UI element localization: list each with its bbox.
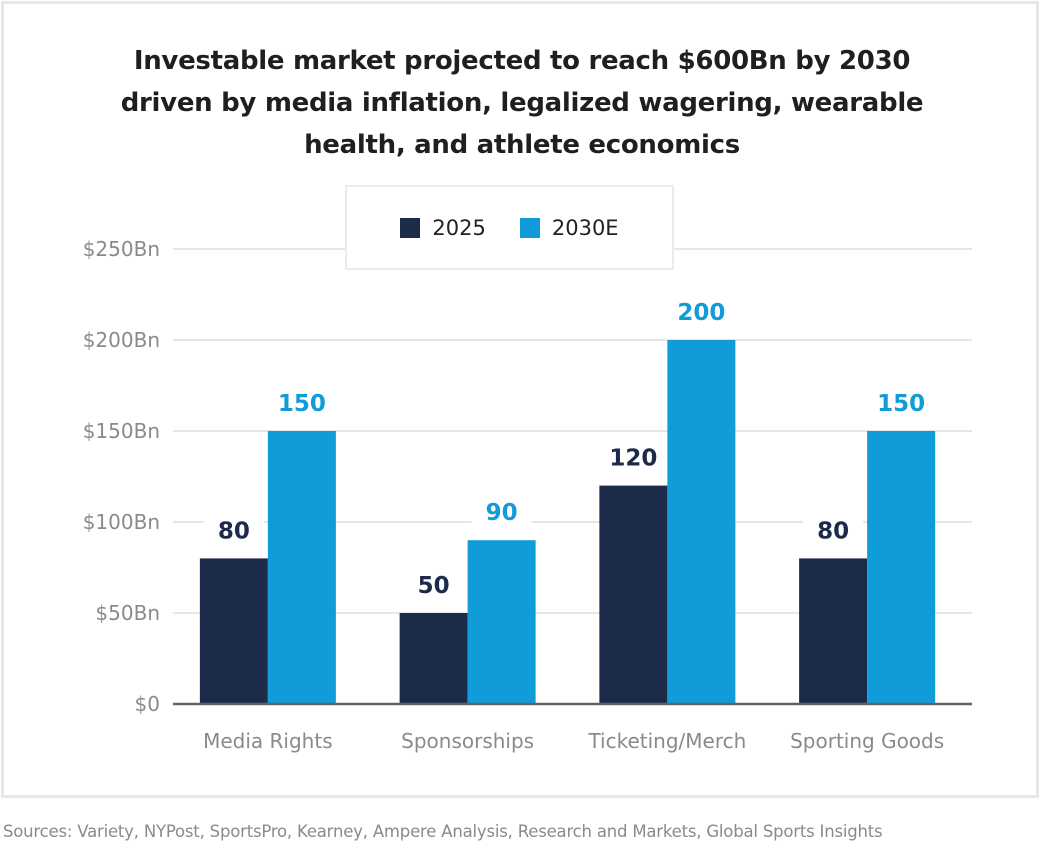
data-label-bg [403,571,464,601]
data-label-bg [203,516,264,547]
data-label-bg [603,443,664,474]
y-tick-label: $150Bn [83,419,160,443]
x-tick-label: Sporting Goods [790,729,944,753]
data-label: 200 [677,300,725,326]
bar-2030e-1 [467,540,536,704]
bar-2025-3 [799,558,868,704]
y-tick-label: $0 [135,692,160,716]
y-tick-label: $250Bn [83,237,160,261]
legend-item-2030e: 2030E [519,215,619,240]
data-label-bg [871,389,932,419]
sources-footnote: Sources: Variety, NYPost, SportsPro, Kea… [3,822,883,841]
data-label-bg [471,498,532,529]
bar-2025-2 [599,485,668,704]
bar-2030e-2 [667,340,736,704]
data-label: 80 [817,518,849,544]
chart-title-line-2: driven by media inflation, legalized wag… [120,88,924,118]
data-label: 150 [877,391,925,417]
bar-2030e-0 [267,431,336,704]
x-tick-label: Media Rights [203,729,333,753]
data-label: 50 [418,573,450,599]
data-label-bg [803,516,864,547]
legend-item-2025: 2025 [400,215,486,240]
data-label: 150 [278,391,326,417]
chart-title-line-3: health, and athlete economics [304,130,740,160]
y-tick-label: $100Bn [83,510,160,534]
data-label-bg [671,298,732,328]
data-label: 120 [609,446,657,472]
data-label-bg [271,389,332,419]
bar-2030e-3 [867,431,936,704]
chart-title: Investable market projected to reach $60… [0,40,1044,166]
y-tick-label: $200Bn [83,328,160,352]
legend-label-2030e: 2030E [551,215,619,240]
x-tick-label: Ticketing/Merch [587,729,746,753]
legend-swatch-2025 [400,217,421,238]
legend-swatch-2030e [519,217,540,238]
bar-2025-1 [399,613,468,704]
chart-title-line-1: Investable market projected to reach $60… [133,46,911,76]
bar-2025-0 [199,558,268,704]
data-label: 80 [218,518,250,544]
x-tick-label: Sponsorships [401,729,534,753]
data-label: 90 [486,500,518,526]
chart-legend: 2025 2030E [345,185,674,270]
legend-label-2025: 2025 [432,215,486,240]
y-tick-label: $50Bn [95,601,160,625]
